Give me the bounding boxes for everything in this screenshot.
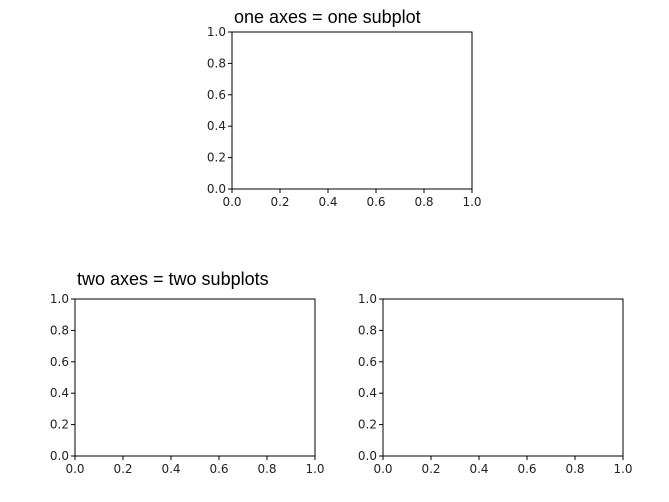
x-tick-label: 0.8 bbox=[565, 462, 584, 476]
y-tick-label: 0.2 bbox=[207, 151, 226, 165]
axes-bottom-right: 0.0 0.2 0.4 0.6 0.8 1.0 0.0 0.2 0.4 0.6 0.8 1.0 bbox=[358, 292, 633, 476]
y-tick-label: 1.0 bbox=[207, 25, 226, 39]
y-tick-label: 0.0 bbox=[358, 449, 377, 463]
x-tick-label: 0.0 bbox=[222, 195, 241, 209]
x-tick-label: 0.0 bbox=[373, 462, 392, 476]
axes-top: 0.0 0.2 0.4 0.6 0.8 1.0 0.0 0.2 0.4 0.6 0.8 1.0 bbox=[207, 25, 482, 209]
y-tick-label: 1.0 bbox=[50, 292, 69, 306]
x-tick-label: 0.2 bbox=[421, 462, 440, 476]
y-tick-label: 0.0 bbox=[50, 449, 69, 463]
x-tick-label: 0.4 bbox=[161, 462, 180, 476]
y-tick-label: 0.8 bbox=[207, 56, 226, 70]
axes-bottom-left: 0.0 0.2 0.4 0.6 0.8 1.0 0.0 0.2 0.4 0.6 0.8 1.0 bbox=[50, 292, 325, 476]
y-tick-label: 0.6 bbox=[207, 88, 226, 102]
bottom-annotation: two axes = two subplots bbox=[77, 269, 269, 289]
x-tick-label: 0.6 bbox=[517, 462, 536, 476]
y-tick-label: 1.0 bbox=[358, 292, 377, 306]
top-annotation: one axes = one subplot bbox=[234, 7, 421, 27]
x-tick-label: 0.6 bbox=[209, 462, 228, 476]
axes-frame bbox=[231, 31, 473, 190]
y-tick-label: 0.8 bbox=[50, 323, 69, 337]
x-tick-label: 0.4 bbox=[469, 462, 488, 476]
axes-frame bbox=[74, 298, 316, 457]
x-tick-label: 0.0 bbox=[65, 462, 84, 476]
x-tick-label: 1.0 bbox=[305, 462, 324, 476]
x-tick-label: 0.4 bbox=[318, 195, 337, 209]
y-tick-label: 0.4 bbox=[358, 386, 377, 400]
y-tick-label: 0.6 bbox=[50, 355, 69, 369]
x-tick-label: 1.0 bbox=[613, 462, 632, 476]
x-tick-label: 0.6 bbox=[366, 195, 385, 209]
x-tick-label: 0.2 bbox=[270, 195, 289, 209]
y-tick-label: 0.2 bbox=[50, 418, 69, 432]
y-tick-label: 0.6 bbox=[358, 355, 377, 369]
x-tick-label: 0.8 bbox=[257, 462, 276, 476]
x-tick-label: 1.0 bbox=[462, 195, 481, 209]
y-tick-label: 0.8 bbox=[358, 323, 377, 337]
y-tick-label: 0.4 bbox=[50, 386, 69, 400]
y-tick-label: 0.4 bbox=[207, 119, 226, 133]
y-tick-label: 0.0 bbox=[207, 182, 226, 196]
axes-frame bbox=[382, 298, 624, 457]
x-tick-label: 0.8 bbox=[414, 195, 433, 209]
y-tick-label: 0.2 bbox=[358, 418, 377, 432]
x-tick-label: 0.2 bbox=[113, 462, 132, 476]
